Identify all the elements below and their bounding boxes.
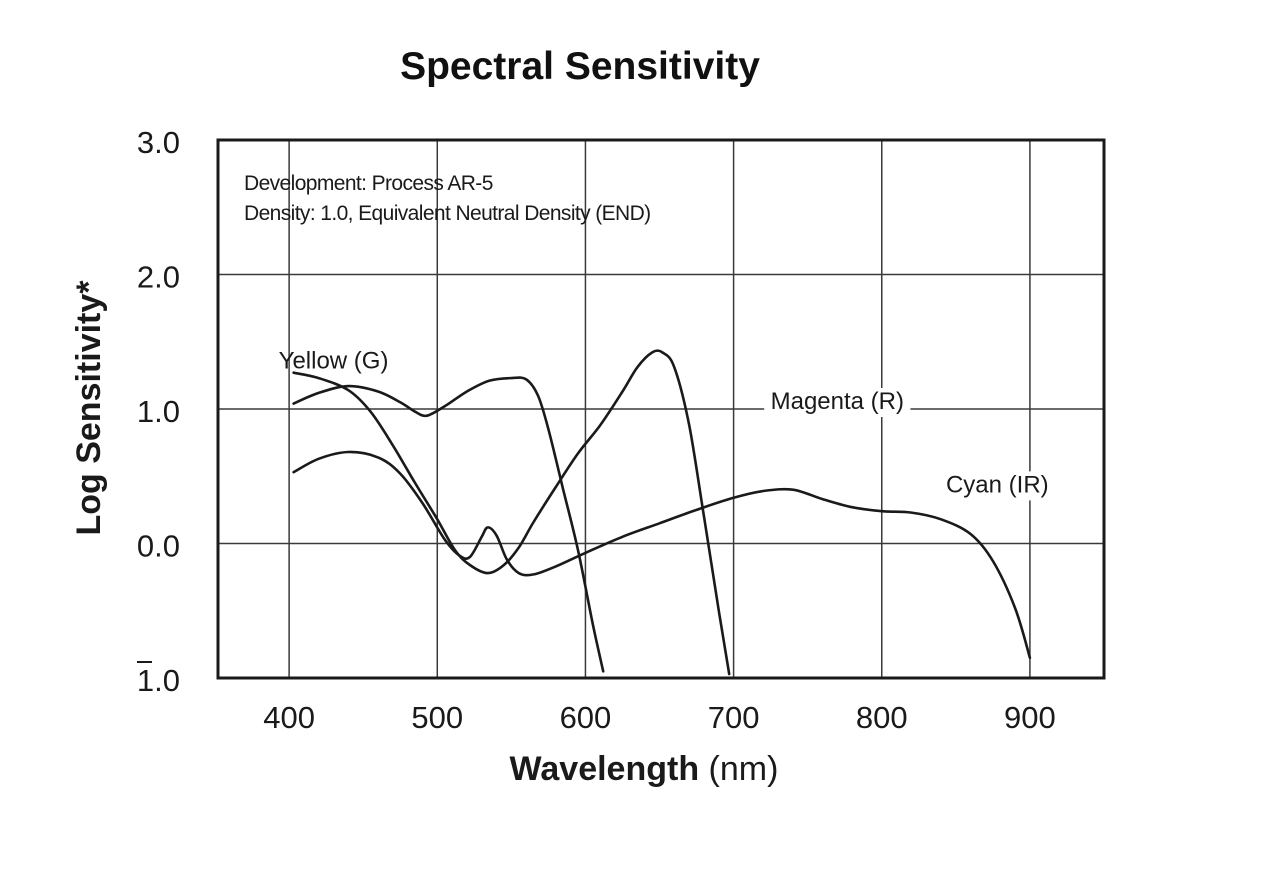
y-tick-label-0: 3.0 xyxy=(137,125,180,160)
series-curves xyxy=(292,349,1032,676)
x-tick-label-700: 700 xyxy=(708,700,760,735)
series-labels: Yellow (G) Magenta (R) Cyan (IR) xyxy=(279,348,1059,501)
x-axis-title-main: Wavelength xyxy=(510,750,700,788)
series-label-bg-magenta-r xyxy=(764,388,911,417)
x-tick-label-600: 600 xyxy=(560,700,612,735)
annotation-density: Density: 1.0, Equivalent Neutral Density… xyxy=(244,202,651,225)
series-label-magenta-r: Magenta (R) xyxy=(771,388,904,415)
x-tick-label-400: 400 xyxy=(263,700,315,735)
chart-title: Spectral Sensitivity xyxy=(400,45,760,88)
series-curve-magenta-r xyxy=(292,349,731,676)
x-tick-label-500: 500 xyxy=(411,700,463,735)
series-label-yellow-g: Yellow (G) xyxy=(279,348,389,375)
series-curve-cyan-ir xyxy=(292,450,1032,660)
x-tick-labels: 400 500 600 700 800 900 xyxy=(263,700,1056,735)
series-label-bg-cyan-ir xyxy=(936,471,1059,501)
y-tick-labels: 3.0 2.0 1.0 0.0 1.0 xyxy=(137,125,180,698)
x-tick-label-900: 900 xyxy=(1004,700,1056,735)
x-tick-label-800: 800 xyxy=(856,700,908,735)
plot-frame xyxy=(216,138,1106,680)
x-axis-title-unit: (nm) xyxy=(709,750,779,788)
y-tick-label-4: 1.0 xyxy=(137,663,180,698)
series-label-cyan-ir: Cyan (IR) xyxy=(946,471,1049,498)
annotation-development: Development: Process AR-5 xyxy=(244,172,493,195)
y-tick-label-1: 2.0 xyxy=(137,260,180,295)
series-curve-yellow-g xyxy=(292,376,605,673)
y-tick-label-3: 0.0 xyxy=(137,529,180,564)
y-tick-label-2: 1.0 xyxy=(137,394,180,429)
x-axis-title: Wavelength (nm) xyxy=(510,750,779,788)
y-axis-title: Log Sensitivity* xyxy=(70,280,108,536)
